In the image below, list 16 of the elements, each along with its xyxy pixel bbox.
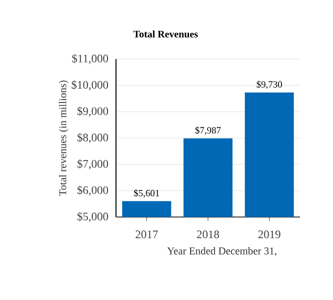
data-label: $9,730: [256, 80, 282, 89]
y-tick-label: $7,000: [77, 159, 108, 170]
y-tick-label: $10,000: [72, 80, 108, 90]
x-axis-title: Year Ended December 31,: [167, 247, 276, 256]
x-tick-label: 2017: [136, 230, 158, 238]
y-tick-label: $8,000: [77, 132, 108, 144]
data-label: $7,987: [195, 126, 221, 135]
y-tick-label: $6,000: [77, 186, 108, 196]
y-tick-label: $9,000: [77, 106, 108, 117]
x-tick-label: 2019: [258, 230, 280, 238]
chart-title: Total Revenues: [134, 30, 198, 38]
data-label: $5,601: [134, 189, 160, 198]
y-axis-title: Total revenues (in millions): [58, 80, 68, 196]
y-tick-label: $5,000: [77, 212, 108, 222]
y-tick-label: $11,000: [72, 54, 108, 64]
x-tick-label: 2018: [197, 230, 220, 238]
